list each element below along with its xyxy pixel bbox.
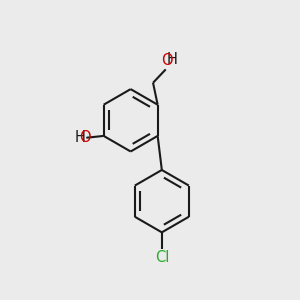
Text: O: O <box>162 53 173 68</box>
Text: H: H <box>74 130 85 145</box>
Text: O: O <box>79 130 91 145</box>
Text: H: H <box>167 52 178 67</box>
Text: Cl: Cl <box>154 250 169 265</box>
